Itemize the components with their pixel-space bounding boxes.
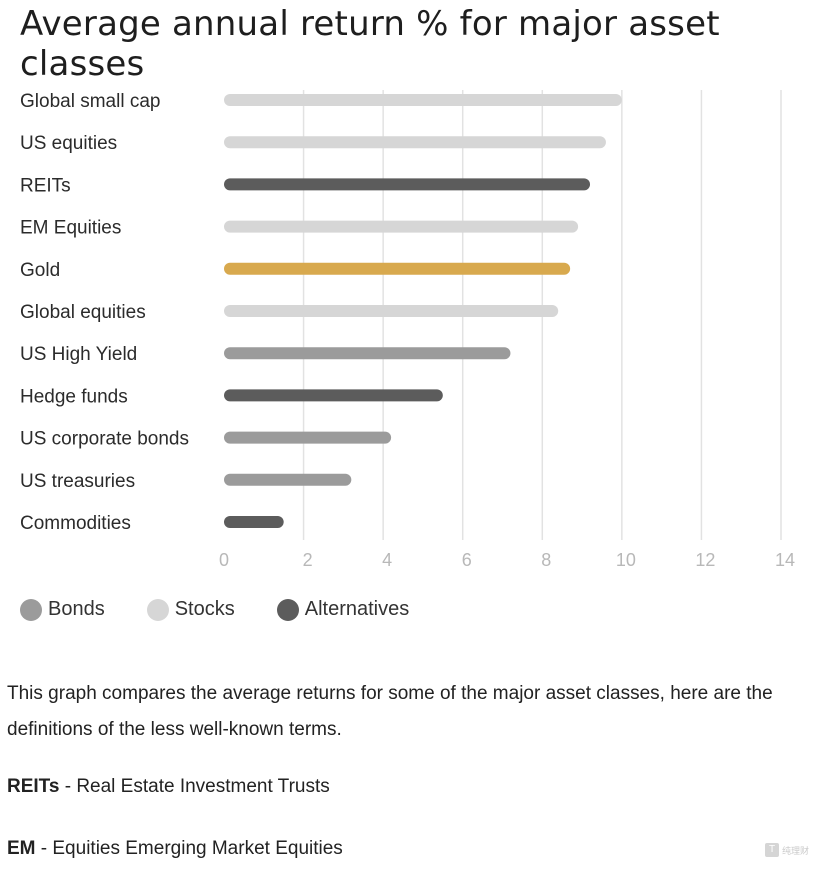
category-label: US equities <box>20 133 117 154</box>
category-label: US High Yield <box>20 344 137 365</box>
x-tick-label: 10 <box>616 550 636 570</box>
legend-item-stocks: Stocks <box>146 598 235 621</box>
legend-swatch-alternatives <box>276 598 299 621</box>
chart-title: Average annual return % for major asset … <box>20 4 720 84</box>
bar-chart: 0 2 4 6 8 10 12 14 Global small cap US equities RE… <box>20 90 795 570</box>
bar <box>224 431 392 444</box>
chart-description: This graph compares the average returns … <box>7 683 773 740</box>
category-label: US treasuries <box>20 471 135 492</box>
legend-item-alternatives: Alternatives <box>276 598 410 621</box>
definition-reits: REITs - Real Estate Investment Trusts <box>7 776 330 798</box>
x-tick-label: 12 <box>695 550 715 570</box>
category-label: EM Equities <box>20 218 121 239</box>
x-tick-label: 4 <box>382 550 392 570</box>
watermark: T 纯理财 <box>765 843 809 857</box>
category-label: Global small cap <box>20 91 160 112</box>
watermark-logo-icon: T <box>765 843 779 857</box>
bar <box>224 220 579 233</box>
bar <box>224 516 284 528</box>
bar <box>224 473 352 486</box>
x-tick-label: 14 <box>775 550 795 570</box>
bar <box>224 389 443 402</box>
bar <box>224 136 606 149</box>
legend: Bonds Stocks Alternatives <box>20 598 451 621</box>
legend-label: Alternatives <box>304 598 410 620</box>
bar <box>224 94 622 106</box>
definition-term: REITs <box>7 776 60 797</box>
category-label: Commodities <box>20 513 131 534</box>
bar <box>224 262 571 275</box>
x-tick-label: 8 <box>541 550 551 570</box>
definition-text: - Equities Emerging Market Equities <box>35 838 343 859</box>
watermark-text: 纯理财 <box>782 845 810 856</box>
category-label: REITs <box>20 175 71 196</box>
category-label: US corporate bonds <box>20 429 189 450</box>
x-tick-label: 6 <box>462 550 472 570</box>
legend-swatch-stocks <box>146 598 169 621</box>
category-label: Global equities <box>20 302 146 323</box>
definition-em: EM - Equities Emerging Market Equities <box>7 838 343 860</box>
x-tick-label: 0 <box>219 550 229 570</box>
legend-label: Bonds <box>48 598 105 620</box>
legend-item-bonds: Bonds <box>20 598 105 621</box>
definition-term: EM <box>7 838 36 859</box>
category-label: Gold <box>20 260 60 281</box>
definition-text: - Real Estate Investment Trusts <box>59 776 330 797</box>
bar <box>224 347 511 360</box>
bar <box>224 305 559 317</box>
legend-label: Stocks <box>174 598 235 620</box>
bar <box>224 178 591 191</box>
category-label: Hedge funds <box>20 386 128 407</box>
x-tick-label: 2 <box>303 550 313 570</box>
legend-swatch-bonds <box>20 598 42 621</box>
